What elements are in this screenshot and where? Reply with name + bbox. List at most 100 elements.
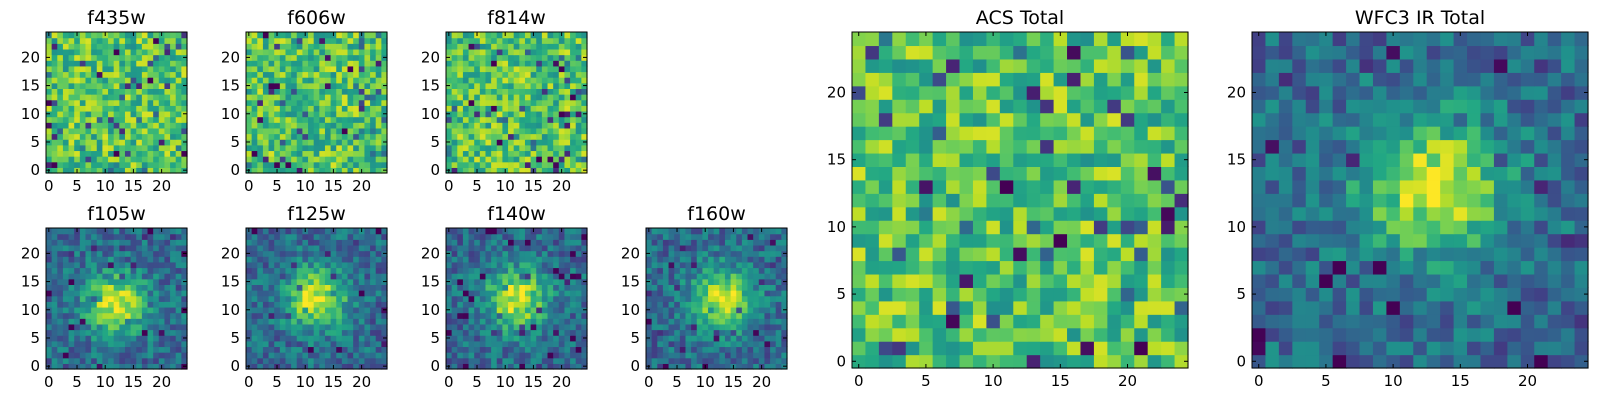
heatmap-cell — [246, 318, 253, 325]
heatmap-cell — [336, 60, 343, 67]
heatmap-cell — [57, 352, 64, 359]
heatmap-cell — [46, 105, 53, 112]
heatmap-cell — [381, 352, 388, 359]
heatmap-cell — [564, 54, 571, 61]
heatmap-cell — [696, 290, 703, 297]
heatmap-cell — [268, 144, 275, 152]
heatmap-cell — [547, 43, 554, 50]
heatmap-cell — [541, 335, 549, 342]
heatmap-cell — [274, 156, 281, 163]
heatmap-cell — [85, 116, 92, 123]
heatmap-cell — [313, 295, 320, 302]
heatmap-cell — [541, 43, 549, 50]
heatmap-cell — [291, 54, 298, 61]
heatmap-cell — [564, 116, 571, 123]
heatmap-cell — [181, 233, 188, 240]
heatmap-cell — [313, 329, 320, 336]
heatmap-cell — [68, 256, 75, 263]
heatmap-cell — [524, 167, 532, 174]
heatmap-cell — [736, 312, 743, 319]
heatmap-cell — [102, 60, 109, 67]
heatmap-cell — [164, 329, 171, 336]
heatmap-cell — [730, 346, 737, 353]
heatmap-cell — [102, 71, 109, 78]
heatmap-cell — [1093, 354, 1108, 369]
heatmap-cell — [764, 290, 771, 297]
heatmap-cell — [57, 144, 64, 152]
heatmap-cell — [279, 156, 287, 163]
heatmap-cell — [91, 88, 98, 95]
heatmap-cell — [324, 278, 332, 285]
heatmap-cell — [736, 357, 743, 364]
heatmap-cell — [702, 346, 709, 353]
heatmap-cell — [141, 301, 149, 308]
heatmap-cell — [468, 352, 475, 359]
heatmap-cell — [691, 239, 698, 246]
heatmap-cell — [479, 278, 487, 285]
heatmap-cell — [1147, 179, 1162, 194]
heatmap-cell — [364, 88, 371, 95]
heatmap-cell — [347, 278, 354, 285]
heatmap-cell — [570, 284, 577, 291]
heatmap-cell — [158, 284, 166, 291]
heatmap-cell — [724, 244, 732, 252]
heatmap-cell — [519, 363, 526, 370]
heatmap-cell — [175, 312, 182, 319]
heatmap-cell — [457, 329, 464, 336]
heatmap-cell — [68, 340, 75, 348]
heatmap-cell — [370, 335, 377, 342]
heatmap-cell — [74, 144, 81, 152]
heatmap-cell — [102, 144, 109, 152]
heatmap-cell — [170, 244, 177, 252]
heatmap-cell — [175, 127, 182, 135]
heatmap-cell — [51, 82, 58, 89]
heatmap-cell — [508, 363, 515, 370]
heatmap-cell — [102, 301, 109, 308]
heatmap-cell — [170, 156, 177, 163]
heatmap-cell — [74, 48, 81, 56]
heatmap-cell — [262, 122, 270, 129]
heatmap-cell — [547, 256, 554, 263]
heatmap-cell — [547, 54, 554, 61]
heatmap-cell — [291, 127, 298, 135]
heatmap-cell — [353, 233, 360, 240]
heatmap-cell — [51, 161, 58, 168]
heatmap-cell — [141, 340, 149, 348]
heatmap-cell — [85, 239, 92, 246]
heatmap-cell — [336, 110, 343, 118]
heatmap-cell — [468, 301, 475, 308]
heatmap-cell — [451, 167, 458, 174]
heatmap-cell — [530, 48, 537, 56]
heatmap-cell — [485, 110, 492, 118]
heatmap-cell — [1161, 273, 1176, 288]
heatmap-cell — [285, 48, 292, 56]
heatmap-cell — [181, 144, 188, 152]
heatmap-cell — [713, 335, 720, 342]
heatmap-cell — [702, 267, 709, 274]
heatmap-cell — [474, 352, 481, 359]
heatmap-cell — [508, 261, 515, 269]
heatmap-cell — [496, 352, 503, 359]
heatmap-cell — [662, 323, 670, 331]
heatmap-cell — [102, 267, 109, 274]
heatmap-cell — [302, 161, 309, 168]
heatmap-cell — [347, 54, 354, 61]
heatmap-cell — [375, 48, 382, 56]
heatmap-cell — [474, 65, 481, 73]
heatmap-cell — [570, 105, 577, 112]
heatmap-cell — [651, 250, 658, 257]
heatmap-cell — [558, 335, 566, 342]
heatmap-cell — [474, 161, 481, 168]
heatmap-cell — [753, 306, 760, 314]
heatmap-cell — [457, 71, 464, 78]
heatmap-cell — [491, 167, 498, 174]
heatmap-cell — [581, 346, 588, 353]
heatmap-cell — [753, 267, 760, 274]
heatmap-cell — [381, 43, 388, 50]
heatmap-cell — [479, 105, 487, 112]
heatmap-cell — [575, 88, 582, 95]
heatmap-cell — [674, 244, 681, 252]
heatmap-cell — [364, 161, 371, 168]
heatmap-cell — [257, 329, 264, 336]
heatmap-cell — [736, 306, 743, 314]
